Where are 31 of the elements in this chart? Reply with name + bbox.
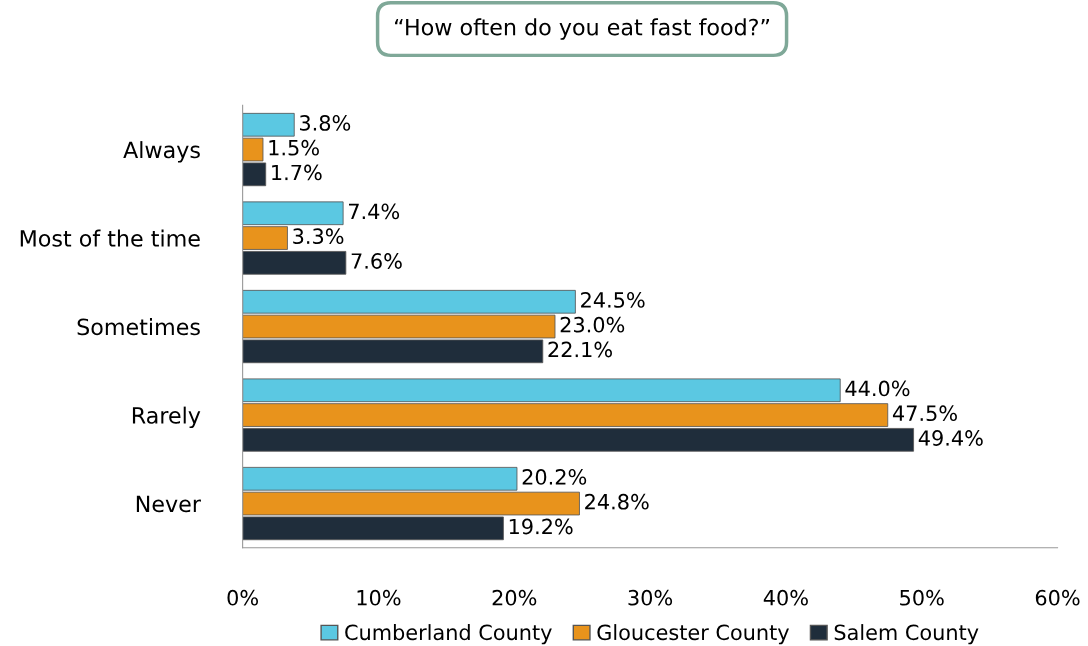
- data-label: 20.2%: [522, 469, 587, 485]
- data-label: 1.5%: [269, 139, 319, 156]
- data-label: 44.0%: [845, 380, 910, 397]
- data-label: 49.4%: [918, 430, 983, 446]
- data-label: 3.3%: [293, 228, 344, 245]
- x-tick-label: 60%: [1035, 589, 1080, 606]
- data-label: 23.0%: [560, 316, 625, 333]
- data-label: 24.5%: [581, 292, 645, 308]
- y-tick-label: Most of the time: [20, 229, 200, 247]
- data-label: 7.4%: [349, 203, 400, 220]
- x-tick-label: 20%: [492, 589, 537, 606]
- x-tick-label: 50%: [900, 589, 944, 606]
- chart-title: “How often do you eat fast food?”: [395, 18, 770, 40]
- data-label: 7.6%: [351, 253, 402, 269]
- legend-label: Salem County: [834, 624, 979, 645]
- y-tick-label: Never: [136, 495, 201, 513]
- legend-label: Cumberland County: [345, 624, 552, 645]
- data-label: 22.1%: [548, 341, 612, 358]
- legend-label: Gloucester County: [597, 624, 789, 645]
- data-label: 19.2%: [509, 518, 573, 535]
- data-label: 3.8%: [299, 115, 351, 131]
- y-tick-label: Rarely: [132, 406, 201, 429]
- x-tick-label: 0%: [227, 589, 258, 606]
- x-tick-label: 30%: [628, 589, 673, 606]
- data-label: 1.7%: [272, 164, 322, 181]
- data-label: 47.5%: [892, 405, 957, 422]
- x-tick-label: 40%: [763, 589, 808, 606]
- y-tick-label: Always: [123, 141, 200, 163]
- x-tick-label: 10%: [357, 589, 401, 606]
- data-label: 24.8%: [585, 493, 649, 510]
- y-tick-label: Sometimes: [77, 318, 200, 336]
